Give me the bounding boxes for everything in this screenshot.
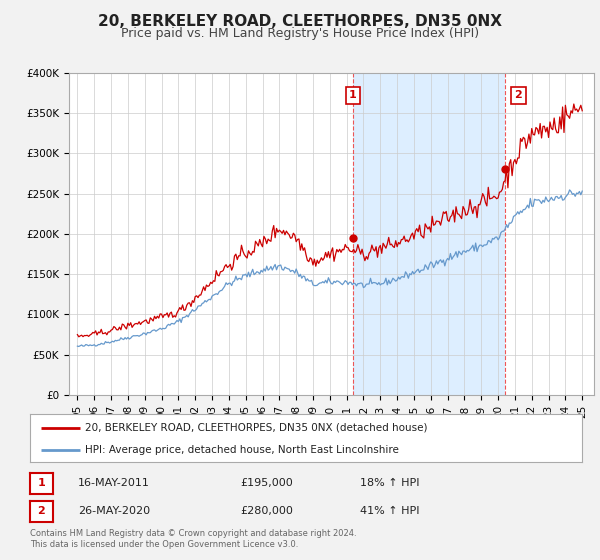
- Text: £195,000: £195,000: [240, 478, 293, 488]
- Text: £280,000: £280,000: [240, 506, 293, 516]
- Text: 16-MAY-2011: 16-MAY-2011: [78, 478, 150, 488]
- Text: 2: 2: [515, 90, 523, 100]
- Text: 18% ↑ HPI: 18% ↑ HPI: [360, 478, 419, 488]
- Text: 20, BERKELEY ROAD, CLEETHORPES, DN35 0NX (detached house): 20, BERKELEY ROAD, CLEETHORPES, DN35 0NX…: [85, 423, 428, 433]
- Text: Contains HM Land Registry data © Crown copyright and database right 2024.
This d: Contains HM Land Registry data © Crown c…: [30, 529, 356, 549]
- Text: 41% ↑ HPI: 41% ↑ HPI: [360, 506, 419, 516]
- Text: Price paid vs. HM Land Registry's House Price Index (HPI): Price paid vs. HM Land Registry's House …: [121, 27, 479, 40]
- Text: 2: 2: [38, 506, 45, 516]
- Text: 1: 1: [349, 90, 357, 100]
- Text: 20, BERKELEY ROAD, CLEETHORPES, DN35 0NX: 20, BERKELEY ROAD, CLEETHORPES, DN35 0NX: [98, 14, 502, 29]
- Text: 26-MAY-2020: 26-MAY-2020: [78, 506, 150, 516]
- Bar: [353, 73, 505, 395]
- Text: HPI: Average price, detached house, North East Lincolnshire: HPI: Average price, detached house, Nort…: [85, 445, 399, 455]
- Text: 1: 1: [38, 478, 45, 488]
